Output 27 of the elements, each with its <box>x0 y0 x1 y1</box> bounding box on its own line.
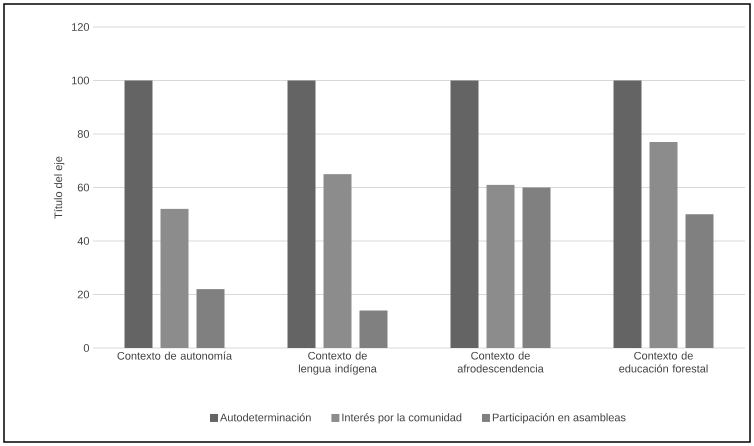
x-tick-label: Contexto de afrodescendencia <box>458 352 544 373</box>
bar <box>160 208 189 348</box>
bar <box>614 80 642 348</box>
y-tick-label: 20 <box>78 290 90 298</box>
bar <box>486 184 515 348</box>
y-tick-label: 40 <box>78 237 90 245</box>
x-tick-label: Contexto de autonomía <box>117 352 232 360</box>
y-tick-label: 120 <box>72 23 90 31</box>
bar <box>360 310 388 348</box>
x-tick-label: Contexto de lengua indígena <box>298 352 377 375</box>
bar <box>450 80 479 348</box>
y-axis-title: Título del eje <box>54 156 64 219</box>
y-tick-label: 100 <box>72 76 90 84</box>
y-tick-label: 60 <box>78 184 90 192</box>
bar <box>324 174 352 348</box>
bar <box>650 142 678 348</box>
legend-label: Participación en asambleas <box>492 413 626 424</box>
bar <box>196 289 225 348</box>
bar <box>288 80 316 348</box>
x-tick-label: Contexto de educación forestal <box>619 352 708 373</box>
bar <box>686 214 714 348</box>
y-tick-label: 80 <box>78 130 90 138</box>
legend-label: Interés por la comunidad <box>342 413 462 424</box>
bar <box>522 188 551 348</box>
bar <box>124 80 152 348</box>
y-tick-label: 0 <box>84 344 90 352</box>
legend-label: Autodeterminación <box>220 413 311 422</box>
